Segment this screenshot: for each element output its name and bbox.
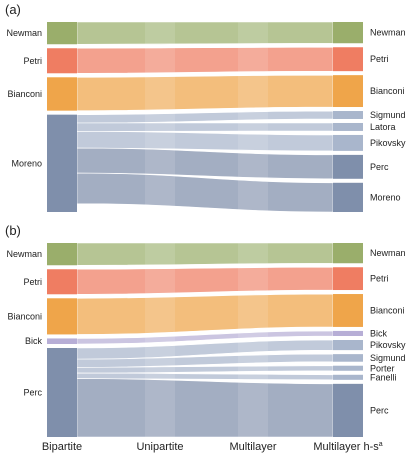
right-node-bick <box>333 330 363 336</box>
panel-label: (a) <box>5 2 21 17</box>
flow-petri-to-petri <box>76 266 334 295</box>
flow-perc-to-sigmund <box>76 353 334 368</box>
left-node-bianconi <box>47 77 77 111</box>
column-band-2 <box>145 243 175 437</box>
left-node-newman <box>47 22 77 45</box>
right-node-newman <box>333 243 363 264</box>
right-label-bianconi: Bianconi <box>370 86 405 96</box>
left-label-perc: Perc <box>23 388 42 398</box>
right-label-latora: Latora <box>370 122 396 132</box>
flow-newman-to-newman <box>76 242 334 266</box>
right-label-petri: Petri <box>370 274 389 284</box>
left-label-petri: Petri <box>23 56 42 66</box>
right-node-petri <box>333 267 363 291</box>
right-node-pikovsky <box>333 134 363 151</box>
left-label-petri: Petri <box>23 277 42 287</box>
right-node-newman <box>333 22 363 44</box>
x-axis-label-multilayer-h-s: Multilayer h-sa <box>313 441 382 453</box>
x-axis-label-multilayer: Multilayer <box>229 441 276 453</box>
left-label-moreno: Moreno <box>11 158 42 168</box>
right-node-pikovsky <box>333 340 363 351</box>
right-node-moreno <box>333 182 363 212</box>
right-label-perc: Perc <box>370 405 389 415</box>
left-node-newman <box>47 243 77 266</box>
right-node-bianconi <box>333 75 363 108</box>
left-node-bianconi <box>47 298 77 335</box>
right-node-petri <box>333 47 363 72</box>
flow-moreno-to-sigmund <box>76 110 334 124</box>
right-node-porter <box>333 365 363 371</box>
column-band-2 <box>145 22 175 212</box>
left-node-perc <box>47 348 77 437</box>
right-label-porter: Porter <box>370 363 395 373</box>
flow-moreno-to-perc <box>76 147 334 180</box>
x-axis-label-unipartite: Unipartite <box>136 441 183 453</box>
right-label-petri: Petri <box>370 54 389 64</box>
flow-petri-to-petri <box>76 46 334 74</box>
left-node-petri <box>47 48 77 74</box>
flow-moreno-to-latora <box>76 122 334 132</box>
right-node-sigmund <box>333 354 363 362</box>
right-label-bick: Bick <box>370 328 388 338</box>
right-node-latora <box>333 122 363 131</box>
right-node-perc <box>333 383 363 437</box>
right-label-fanelli: Fanelli <box>370 372 397 382</box>
right-label-pikovsky: Pikovsky <box>370 340 406 350</box>
right-label-sigmund: Sigmund <box>370 110 406 120</box>
panel-label: (b) <box>5 223 21 238</box>
flow-newman-to-newman <box>76 21 334 45</box>
flow-perc-to-fanelli <box>76 372 334 381</box>
right-label-newman: Newman <box>370 248 406 258</box>
right-label-pikovsky: Pikovsky <box>370 138 406 148</box>
left-node-bick <box>47 338 77 344</box>
column-band-3 <box>238 22 268 212</box>
column-band-3 <box>238 243 268 437</box>
right-label-moreno: Moreno <box>370 192 401 202</box>
left-node-moreno <box>47 114 77 212</box>
left-label-newman: Newman <box>6 28 42 38</box>
right-node-sigmund <box>333 111 363 119</box>
right-node-perc <box>333 154 363 179</box>
x-axis-label-superscript: a <box>379 441 383 448</box>
right-label-newman: Newman <box>370 28 406 38</box>
flow-moreno-to-pikovsky <box>76 131 334 152</box>
panel--a-: Newman Petri Bianconi Moreno Newman Petri Bian… <box>5 2 406 213</box>
flow-perc-to-perc <box>76 378 334 438</box>
flow-moreno-to-moreno <box>76 172 334 213</box>
left-label-bick: Bick <box>25 336 43 346</box>
right-node-bianconi <box>333 294 363 327</box>
right-label-bianconi: Bianconi <box>370 305 405 315</box>
left-node-petri <box>47 269 77 295</box>
right-label-perc: Perc <box>370 162 389 172</box>
right-label-sigmund: Sigmund <box>370 353 406 363</box>
left-label-newman: Newman <box>6 249 42 259</box>
left-label-bianconi: Bianconi <box>7 89 42 99</box>
left-label-bianconi: Bianconi <box>7 311 42 321</box>
panel--b-: Newman Petri Bianconi Bick Perc Newman Petri Bi… <box>5 223 406 438</box>
x-axis-label-bipartite: Bipartite <box>42 441 82 453</box>
right-node-fanelli <box>333 374 363 380</box>
flow-bianconi-to-bianconi <box>76 293 334 335</box>
flow-bianconi-to-bianconi <box>76 74 334 111</box>
